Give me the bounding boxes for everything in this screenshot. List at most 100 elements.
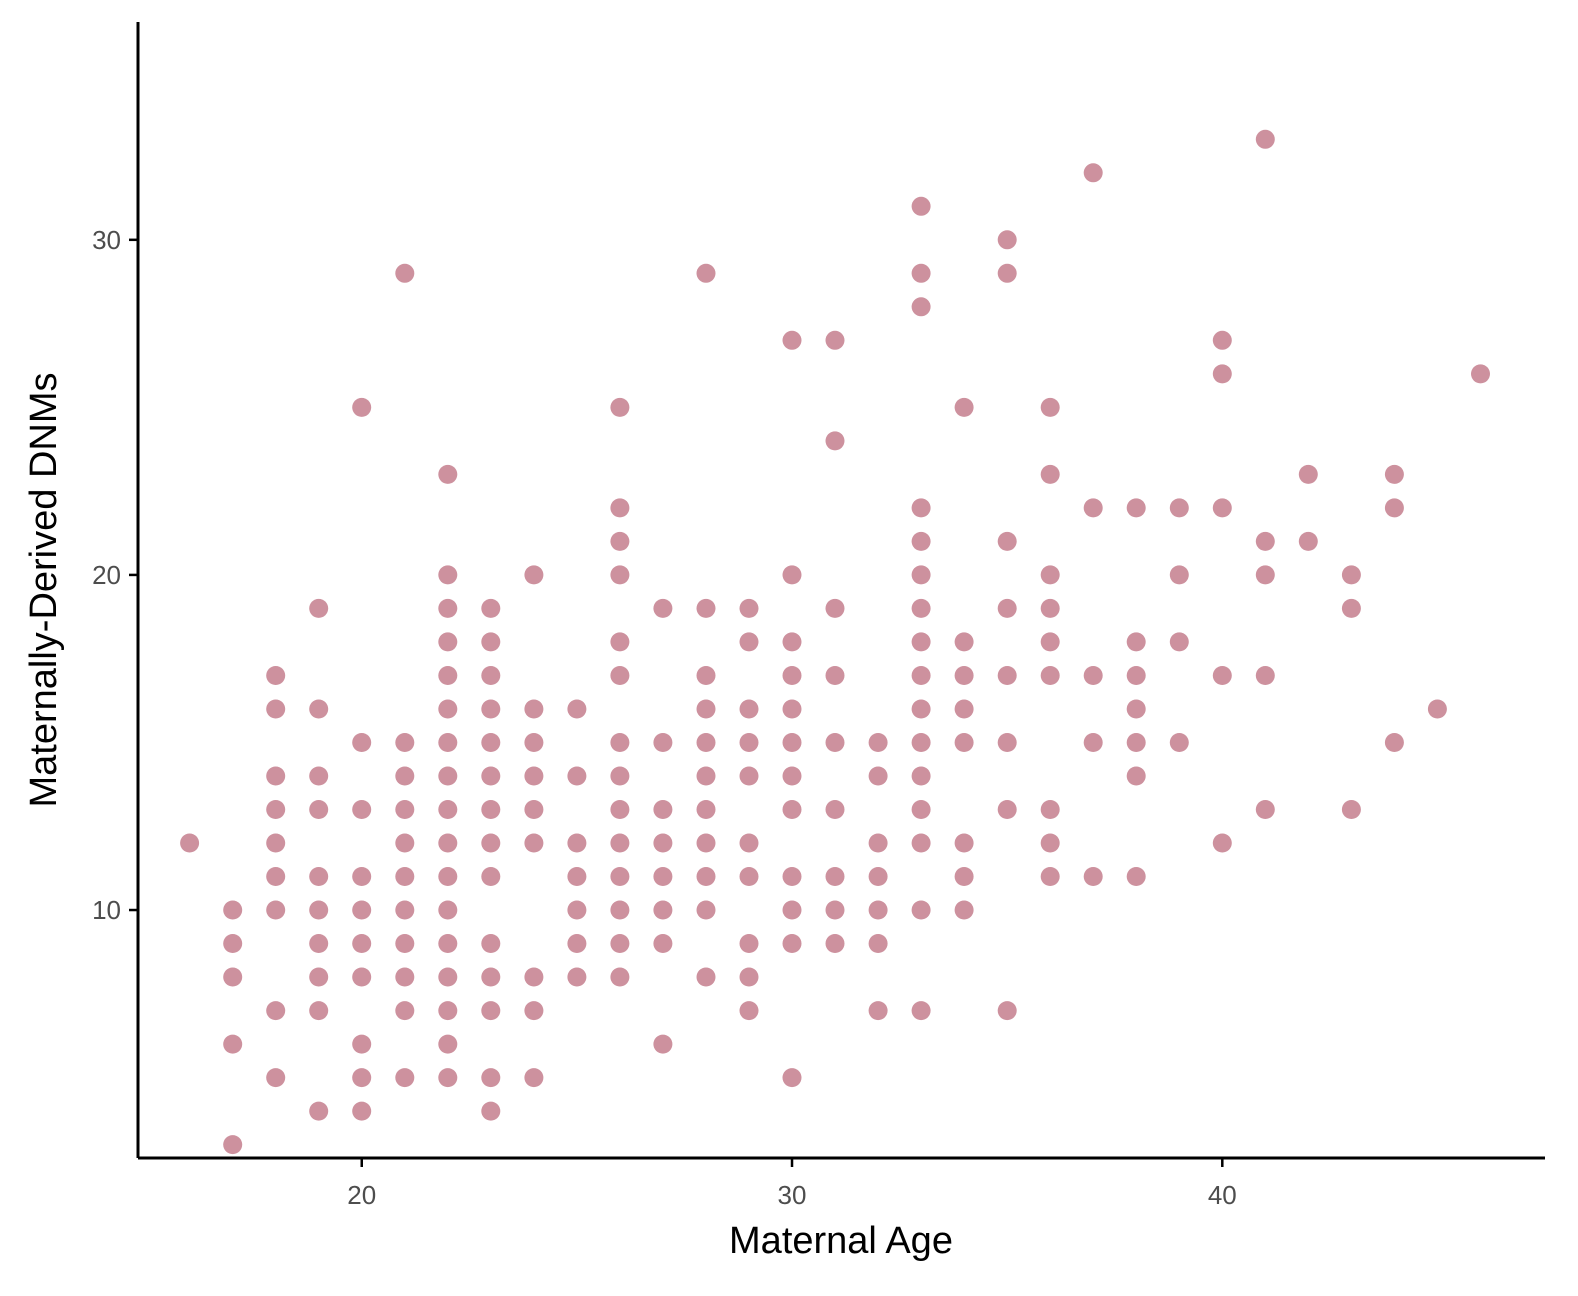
data-point (997, 800, 1017, 819)
data-point (438, 565, 458, 585)
data-point (782, 565, 802, 585)
data-point (782, 733, 802, 752)
data-point (825, 867, 845, 886)
data-point (481, 666, 501, 685)
data-point (911, 531, 931, 551)
data-point (395, 800, 415, 819)
data-point (825, 330, 845, 350)
data-point (481, 1001, 501, 1021)
data-point (567, 699, 587, 719)
data-point (1298, 531, 1318, 551)
data-point (1384, 733, 1404, 752)
data-point (223, 900, 243, 920)
data-point (911, 263, 931, 283)
data-point (653, 934, 673, 953)
data-point (954, 632, 974, 652)
data-point (1298, 464, 1318, 484)
data-point (911, 733, 931, 752)
data-point (997, 1001, 1017, 1021)
data-point (911, 699, 931, 719)
data-point (1040, 833, 1060, 853)
data-point (1040, 867, 1060, 886)
data-point (997, 598, 1017, 618)
data-point (911, 1001, 931, 1021)
data-point (825, 733, 845, 752)
data-point (610, 531, 630, 551)
data-point (352, 1101, 372, 1121)
y-tick-label: 20 (92, 560, 121, 590)
data-point (997, 733, 1017, 752)
data-point (696, 263, 716, 283)
data-point (868, 766, 888, 786)
data-point (1384, 498, 1404, 518)
data-point (610, 565, 630, 585)
data-point (438, 900, 458, 920)
data-point (352, 397, 372, 417)
data-point (653, 733, 673, 752)
data-point (524, 766, 544, 786)
data-point (610, 934, 630, 953)
data-point (868, 833, 888, 853)
data-point (997, 666, 1017, 685)
data-point (954, 397, 974, 417)
data-point (825, 598, 845, 618)
data-point (395, 1001, 415, 1021)
data-point (438, 967, 458, 987)
data-point (223, 967, 243, 987)
data-point (1471, 364, 1490, 384)
data-point (782, 766, 802, 786)
data-point (567, 766, 587, 786)
data-point (911, 297, 931, 317)
data-point (610, 967, 630, 987)
data-point (911, 666, 931, 685)
data-point (610, 632, 630, 652)
data-point (223, 1034, 243, 1054)
data-point (825, 900, 845, 920)
data-point (653, 833, 673, 853)
data-point (825, 934, 845, 953)
data-point (481, 1101, 501, 1121)
data-point (438, 766, 458, 786)
data-point (997, 531, 1017, 551)
data-point (911, 498, 931, 518)
data-point (1126, 632, 1146, 652)
data-point (1040, 464, 1060, 484)
x-tick-label: 20 (347, 1180, 376, 1210)
data-point (309, 598, 329, 618)
data-point (352, 733, 372, 752)
data-point (782, 800, 802, 819)
data-point (911, 766, 931, 786)
data-point (653, 867, 673, 886)
data-point (438, 1001, 458, 1021)
data-point (567, 934, 587, 953)
data-point (739, 733, 759, 752)
data-point (911, 598, 931, 618)
data-point (395, 967, 415, 987)
data-point (696, 800, 716, 819)
data-point (266, 833, 286, 853)
data-point (309, 1101, 329, 1121)
data-point (954, 666, 974, 685)
data-point (438, 1034, 458, 1054)
data-point (180, 833, 200, 853)
data-point (266, 1001, 286, 1021)
data-point (610, 833, 630, 853)
data-point (782, 1068, 802, 1088)
data-point (481, 699, 501, 719)
data-point (610, 800, 630, 819)
data-point (438, 867, 458, 886)
data-point (1212, 364, 1232, 384)
data-point (309, 934, 329, 953)
data-point (997, 230, 1017, 250)
data-point (481, 833, 501, 853)
data-point (223, 1135, 243, 1155)
data-point (1212, 666, 1232, 685)
data-point (1212, 498, 1232, 518)
data-point (309, 766, 329, 786)
x-axis-title: Maternal Age (729, 1220, 953, 1262)
data-point (438, 666, 458, 685)
data-point (395, 766, 415, 786)
data-point (997, 263, 1017, 283)
data-point (1040, 666, 1060, 685)
data-point (653, 1034, 673, 1054)
